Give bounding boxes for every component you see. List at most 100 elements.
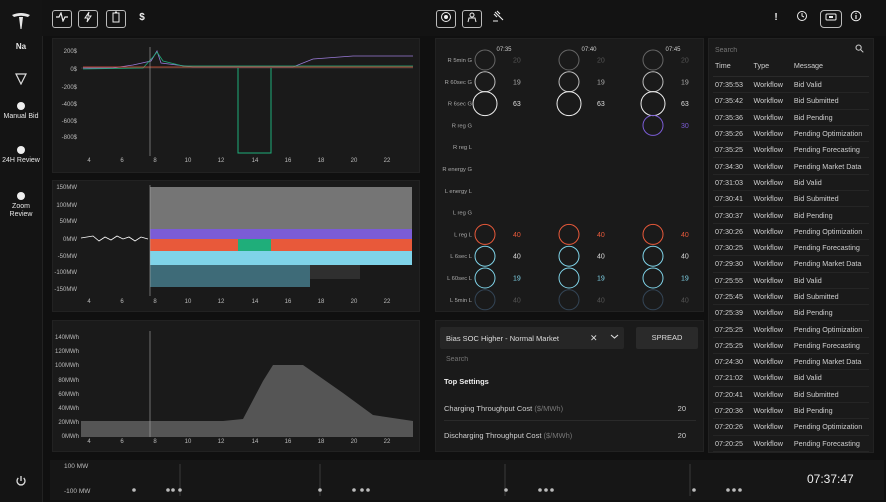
log-row[interactable]: 07:20:26 Workflow Pending Optimization bbox=[713, 418, 869, 436]
sidebar-item-zoom-review[interactable]: Zoom Review bbox=[0, 192, 42, 219]
user-avatar[interactable]: Na bbox=[15, 42, 27, 51]
energy-chart[interactable]: 140MWh 120MWh 100MWh 80MWh 60MWh 40MWh 2… bbox=[53, 321, 419, 451]
bid-bubble[interactable] bbox=[642, 223, 664, 245]
timeline-event-dot[interactable] bbox=[544, 488, 548, 492]
log-row[interactable]: 07:25:55 Workflow Bid Valid bbox=[713, 272, 869, 289]
log-row[interactable]: 07:20:36 Workflow Bid Pending bbox=[713, 402, 869, 420]
bid-bubble[interactable] bbox=[558, 49, 580, 71]
timeline-event-dot[interactable] bbox=[550, 488, 554, 492]
timeline-event-dot[interactable] bbox=[726, 488, 730, 492]
log-row[interactable]: 07:25:25 Workflow Pending Forecasting bbox=[713, 337, 869, 355]
log-row[interactable]: 07:30:25 Workflow Pending Forecasting bbox=[713, 239, 869, 257]
sidebar-item-manual-bid[interactable]: Manual Bid bbox=[0, 102, 42, 121]
bolt-icon[interactable] bbox=[78, 10, 98, 28]
log-row[interactable]: 07:34:30 Workflow Pending Market Data bbox=[713, 157, 869, 175]
logo-icon[interactable] bbox=[0, 10, 42, 34]
column-header[interactable]: Time bbox=[713, 61, 752, 77]
log-row[interactable]: 07:35:25 Workflow Pending Forecasting bbox=[713, 141, 869, 159]
timeline-event-dot[interactable] bbox=[538, 488, 542, 492]
bid-bubble[interactable] bbox=[558, 245, 580, 267]
target-icon[interactable] bbox=[436, 10, 456, 28]
log-row[interactable]: 07:31:03 Workflow Bid Valid bbox=[713, 174, 869, 192]
log-row[interactable]: 07:25:25 Workflow Pending Optimization bbox=[713, 320, 869, 338]
bid-bubble[interactable] bbox=[474, 245, 496, 267]
timeline-event-dot[interactable] bbox=[366, 488, 370, 492]
settings-search-input[interactable] bbox=[440, 353, 696, 365]
setting-value[interactable]: 20 bbox=[677, 404, 686, 413]
log-row[interactable]: 07:35:26 Workflow Pending Optimization bbox=[713, 125, 869, 143]
bid-bubble[interactable] bbox=[642, 114, 664, 136]
log-row[interactable]: 07:21:02 Workflow Bid Valid bbox=[713, 369, 869, 387]
bid-bubble[interactable] bbox=[558, 267, 580, 289]
chevron-down-icon[interactable] bbox=[610, 332, 619, 343]
y-tick-label: -100MW bbox=[54, 270, 77, 276]
timeline-event-dot[interactable] bbox=[504, 488, 508, 492]
search-icon[interactable] bbox=[855, 44, 864, 55]
pulse-icon[interactable] bbox=[52, 10, 72, 28]
timeline-event-dot[interactable] bbox=[171, 488, 175, 492]
bid-bubble[interactable] bbox=[640, 91, 666, 117]
filter-icon[interactable] bbox=[0, 73, 42, 87]
log-row[interactable]: 07:20:41 Workflow Bid Submitted bbox=[713, 386, 869, 403]
bid-bubble[interactable] bbox=[558, 289, 580, 311]
column-header[interactable]: Message bbox=[791, 61, 869, 77]
log-search-input[interactable] bbox=[713, 43, 847, 57]
log-row[interactable]: 07:20:25 Workflow Pending Forecasting bbox=[713, 435, 869, 452]
bid-bubble[interactable] bbox=[642, 267, 664, 289]
bias-select[interactable]: Bias SOC Higher - Normal Market ✕ bbox=[440, 327, 624, 349]
log-cell-time: 07:20:26 bbox=[713, 418, 752, 436]
bid-bubble[interactable] bbox=[474, 289, 496, 311]
log-row[interactable]: 07:29:30 Workflow Pending Market Data bbox=[713, 255, 869, 273]
column-header[interactable]: Type bbox=[751, 61, 792, 77]
bid-bubble[interactable] bbox=[474, 267, 496, 289]
person-icon[interactable] bbox=[462, 10, 482, 28]
log-row[interactable]: 07:30:37 Workflow Bid Pending bbox=[713, 206, 869, 224]
log-row[interactable]: 07:30:41 Workflow Bid Submitted bbox=[713, 190, 869, 208]
power-chart[interactable]: 150MW 100MW 50MW 0MW -50MW -100MW -150MW… bbox=[53, 181, 419, 311]
history-icon[interactable] bbox=[794, 10, 810, 26]
log-row[interactable]: 07:25:39 Workflow Bid Pending bbox=[713, 304, 869, 322]
device-icon[interactable] bbox=[820, 10, 842, 28]
bid-bubble[interactable] bbox=[472, 91, 498, 117]
auction-icon[interactable] bbox=[490, 10, 506, 26]
timeline-event-dot[interactable] bbox=[360, 488, 364, 492]
timeline-event-dot[interactable] bbox=[318, 488, 322, 492]
log-row[interactable]: 07:35:36 Workflow Bid Pending bbox=[713, 109, 869, 126]
sidebar-item-24h-review[interactable]: 24H Review bbox=[0, 146, 42, 165]
timeline-event-dot[interactable] bbox=[166, 488, 170, 492]
bid-bubble[interactable] bbox=[558, 223, 580, 245]
dollar-icon[interactable]: $ bbox=[139, 12, 145, 23]
battery-icon[interactable] bbox=[106, 10, 126, 28]
bid-bubble[interactable] bbox=[474, 223, 496, 245]
bid-bubble[interactable] bbox=[642, 71, 664, 93]
bid-bubble[interactable] bbox=[474, 71, 496, 93]
spread-button[interactable]: SPREAD bbox=[636, 327, 698, 349]
price-chart[interactable]: 200$ 0$ -200$ -400$ -600$ -800$ 4 6 8 10… bbox=[53, 39, 419, 172]
bid-bubble[interactable] bbox=[556, 91, 582, 117]
timeline-event-dot[interactable] bbox=[732, 488, 736, 492]
log-row[interactable]: 07:35:42 Workflow Bid Submitted bbox=[713, 92, 869, 110]
timeline-event-dot[interactable] bbox=[692, 488, 696, 492]
log-row[interactable]: 07:30:26 Workflow Pending Optimization bbox=[713, 223, 869, 240]
bid-bubble[interactable] bbox=[558, 71, 580, 93]
timeline-event-dot[interactable] bbox=[132, 488, 136, 492]
timeline-event-dot[interactable] bbox=[352, 488, 356, 492]
timeline-event-dot[interactable] bbox=[738, 488, 742, 492]
bid-bubble[interactable] bbox=[474, 49, 496, 71]
log-row[interactable]: 07:24:30 Workflow Pending Market Data bbox=[713, 353, 869, 371]
timeline-event-dot[interactable] bbox=[178, 488, 182, 492]
bid-bubble[interactable] bbox=[642, 49, 664, 71]
log-cell-type: Workflow bbox=[751, 337, 792, 355]
log-row[interactable]: 07:25:45 Workflow Bid Submitted bbox=[713, 288, 869, 306]
setting-value[interactable]: 20 bbox=[677, 431, 686, 440]
setting-row[interactable]: Charging Throughput Cost ($/MWh) 20 bbox=[444, 404, 696, 421]
timeline-strip[interactable]: 100 MW -100 MW 07:37:47 bbox=[50, 460, 884, 500]
alert-icon[interactable]: ! bbox=[774, 12, 778, 23]
info-icon[interactable] bbox=[848, 10, 864, 26]
clear-icon[interactable]: ✕ bbox=[590, 333, 598, 343]
bid-bubble[interactable] bbox=[642, 245, 664, 267]
log-row[interactable]: 07:35:53 Workflow Bid Valid bbox=[713, 76, 869, 94]
bid-bubble[interactable] bbox=[642, 289, 664, 311]
power-icon[interactable] bbox=[0, 475, 42, 489]
setting-row[interactable]: Discharging Throughput Cost ($/MWh) 20 bbox=[444, 431, 696, 440]
